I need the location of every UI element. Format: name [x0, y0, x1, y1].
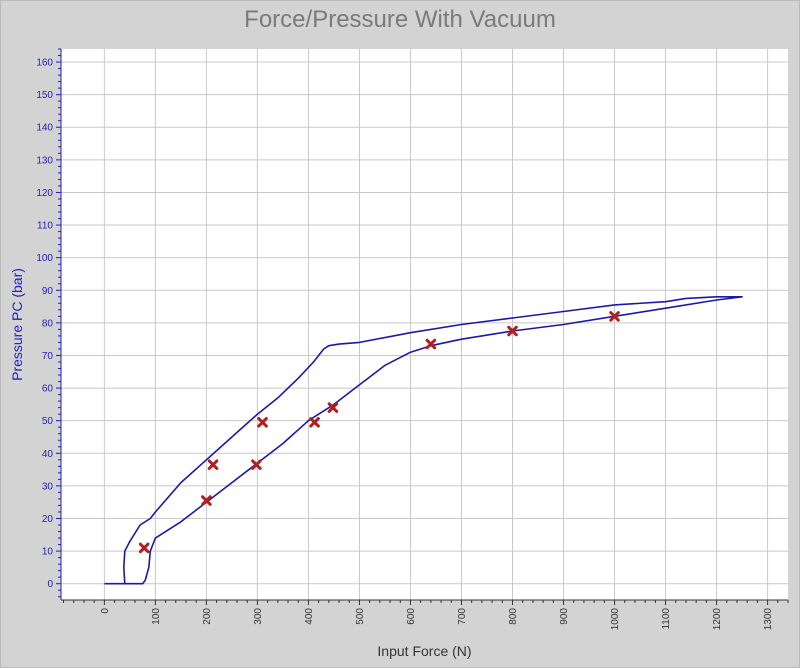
data-point-marker: [207, 459, 219, 470]
x-tick-label: 900: [559, 608, 570, 625]
x-tick-label: 200: [202, 608, 213, 625]
y-tick-label: 50: [42, 416, 54, 427]
marker-stroke: [327, 402, 339, 413]
y-tick-label: 100: [36, 253, 53, 264]
x-tick-label: 300: [253, 608, 264, 625]
data-point-marker: [257, 417, 268, 428]
markers-layer: [138, 311, 620, 554]
y-tick-label: 130: [36, 155, 53, 166]
x-tick-label: 1200: [712, 608, 723, 631]
x-tick-label: 700: [457, 608, 468, 625]
data-point-marker: [327, 402, 339, 413]
marker-stroke: [138, 542, 150, 554]
y-tick-label: 140: [36, 123, 53, 134]
data-point-marker: [138, 542, 150, 554]
x-tick-label: 1100: [661, 608, 672, 630]
y-tick-label: 60: [42, 384, 54, 395]
marker-stroke: [257, 417, 268, 428]
x-tick-label: 800: [508, 608, 519, 625]
x-tick-label: 1000: [610, 608, 621, 631]
data-point-marker: [201, 495, 212, 506]
data-point-marker: [507, 325, 518, 337]
y-tick-label: 110: [37, 221, 53, 232]
y-tick-label: 90: [42, 286, 54, 297]
marker-stroke: [251, 459, 262, 470]
marker-stroke: [507, 325, 518, 337]
chart-title: Force/Pressure With Vacuum: [244, 6, 556, 33]
axes: 0 10 20 30 40 50 60 70 80 90 100 110 120 130 140 150 160…: [36, 48, 789, 631]
plot-area: [61, 49, 788, 600]
y-tick-label: 70: [42, 351, 54, 362]
y-tick-label: 10: [42, 547, 54, 558]
data-point-marker: [609, 311, 620, 322]
x-tick-label: 0: [100, 608, 111, 614]
grid: [61, 49, 788, 600]
y-tick-label: 30: [42, 481, 54, 492]
y-tick-label: 160: [36, 58, 53, 69]
x-tick-label: 100: [151, 608, 162, 625]
x-axis-title: Input Force (N): [377, 643, 471, 659]
y-tick-label: 0: [47, 579, 53, 590]
data-point-marker: [309, 417, 320, 428]
marker-stroke: [609, 311, 620, 322]
y-axis-title: Pressure PC (bar): [9, 268, 25, 381]
y-tick-label: 80: [42, 318, 54, 329]
marker-stroke: [309, 417, 320, 428]
y-tick-label: 40: [42, 449, 54, 460]
x-tick-label: 500: [355, 608, 366, 625]
hysteresis-curve: [104, 296, 743, 585]
x-tick-label: 1300: [763, 608, 774, 631]
marker-stroke: [201, 495, 212, 506]
y-tick-label: 120: [36, 188, 53, 199]
y-tick-label: 20: [42, 514, 54, 525]
series-layer: [104, 296, 743, 585]
marker-stroke: [207, 459, 219, 470]
x-tick-label: 600: [406, 608, 417, 625]
x-tick-label: 400: [304, 608, 315, 625]
y-tick-label: 150: [36, 90, 53, 101]
data-point-marker: [251, 459, 262, 470]
marker-stroke: [425, 338, 437, 350]
data-point-marker: [425, 338, 437, 350]
